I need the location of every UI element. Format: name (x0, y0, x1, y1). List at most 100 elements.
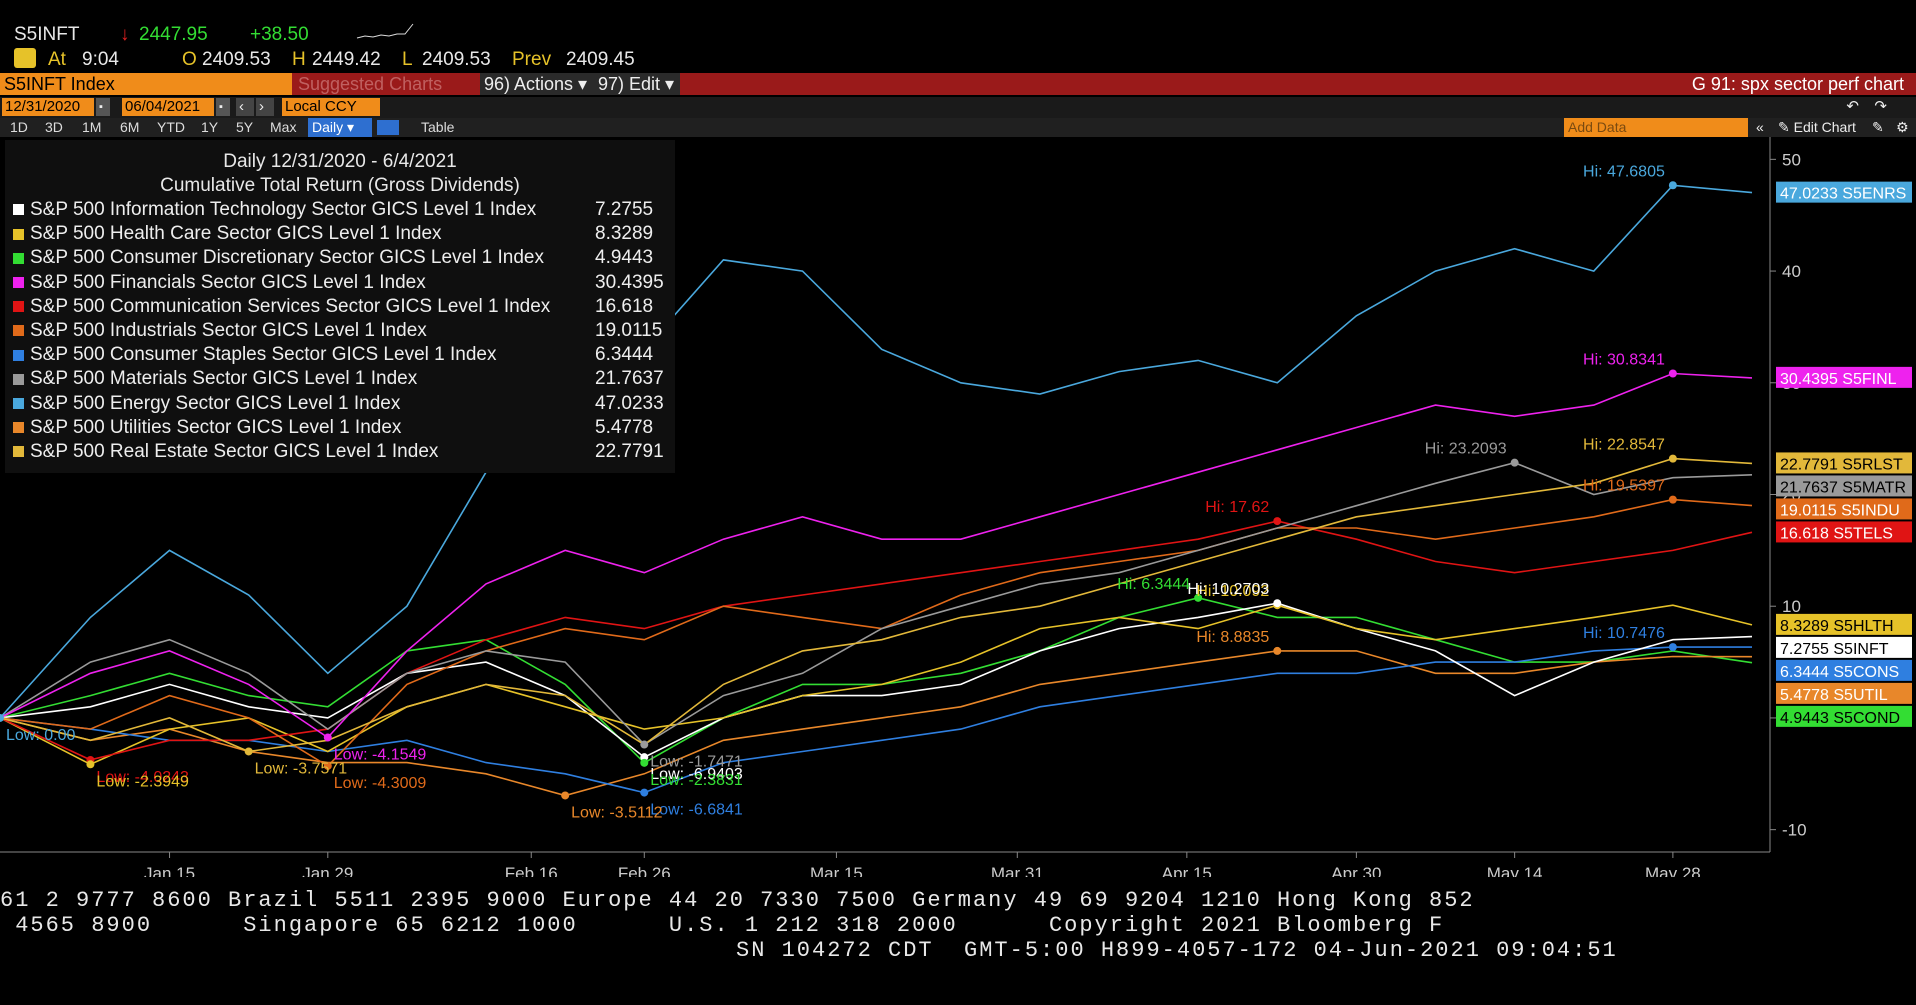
value-tag (1776, 366, 1912, 388)
hi-marker (1668, 181, 1677, 190)
hi-label: Hi: 10.2703 (1187, 581, 1269, 598)
price-change: +38.50 (250, 24, 309, 45)
pencil-icon[interactable]: ✎ (1872, 119, 1884, 135)
period-1d[interactable]: 1D (10, 119, 28, 135)
calendar-icon[interactable]: ▪ (96, 98, 110, 116)
actions-menu[interactable]: 96) Actions ▾ (480, 73, 594, 95)
value-tag (1776, 659, 1912, 681)
edit-menu[interactable]: 97) Edit ▾ (594, 73, 680, 95)
legend-item[interactable]: S&P 500 Consumer Discretionary Sector GI… (13, 246, 653, 270)
hi-marker (1273, 599, 1282, 608)
legend-swatch (13, 228, 24, 240)
value-tag-label: 5.4778 S5UTIL (1780, 687, 1888, 704)
hi-marker (1668, 369, 1677, 378)
clock-icon[interactable] (14, 48, 36, 68)
frequency-select[interactable]: Daily ▾ (308, 118, 372, 137)
hi-label: Hi: 23.2093 (1425, 441, 1507, 458)
gear-icon[interactable]: ⚙ (1896, 119, 1909, 135)
calendar-icon[interactable]: ▪ (216, 98, 230, 116)
legend-item-value: 21.7637 (595, 368, 664, 390)
next-arrow-icon[interactable]: › (256, 98, 274, 116)
quote-header: S5INFT ↓ 2447.95 +38.50 At 9:04 O 2409.5… (0, 18, 700, 73)
legend-swatch (13, 204, 24, 216)
legend-item[interactable]: S&P 500 Financials Sector GICS Level 1 I… (13, 271, 664, 295)
footer-session-line: SN 104272 CDT GMT-5:00 H899-4057-172 04-… (736, 938, 1618, 963)
series-line (0, 604, 1753, 766)
legend-item-name: S&P 500 Financials Sector GICS Level 1 I… (30, 271, 426, 293)
low-label: Low: -6.9403 (650, 766, 743, 783)
prev-arrow-icon[interactable]: ‹ (236, 98, 254, 116)
edit-chart-button[interactable]: ✎ Edit Chart (1778, 119, 1856, 135)
low-label: Low: -3.5112 (571, 804, 662, 821)
legend-item[interactable]: S&P 500 Real Estate Sector GICS Level 1 … (13, 440, 664, 464)
currency-select[interactable]: Local CCY (282, 98, 380, 116)
legend-item-name: S&P 500 Consumer Discretionary Sector GI… (30, 247, 544, 269)
value-tag (1776, 636, 1912, 658)
legend-item-value: 30.4395 (595, 271, 664, 293)
table-button[interactable]: Table (421, 119, 455, 135)
hi-label: Hi: 10.092 (1196, 583, 1269, 600)
low-marker (323, 733, 332, 742)
period-ytd[interactable]: YTD (157, 119, 185, 135)
undo-icon[interactable]: ↶ (1846, 98, 1859, 115)
low-marker (640, 740, 649, 749)
low-label: Low: -2.3831 (650, 772, 743, 789)
legend-item-value: 7.2755 (595, 199, 654, 220)
legend-item[interactable]: S&P 500 Communication Services Sector GI… (13, 295, 653, 319)
series-line (0, 602, 1753, 759)
footer-contact-line-1: 61 2 9777 8600 Brazil 5511 2395 9000 Eur… (0, 888, 1475, 913)
legend-item-name: S&P 500 Real Estate Sector GICS Level 1 … (30, 441, 439, 462)
period-1y[interactable]: 1Y (201, 119, 219, 135)
x-tick-label: Apr 30 (1331, 864, 1381, 877)
y-tick-label: -10 (1782, 821, 1807, 840)
legend-item[interactable]: S&P 500 Materials Sector GICS Level 1 In… (13, 367, 664, 391)
legend-swatch (13, 446, 24, 458)
period-max[interactable]: Max (270, 119, 297, 135)
end-date-field[interactable]: 06/04/2021 (122, 98, 214, 116)
period-5y[interactable]: 5Y (236, 119, 254, 135)
legend-item[interactable]: S&P 500 Utilities Sector GICS Level 1 In… (13, 416, 653, 440)
period-3d[interactable]: 3D (45, 119, 63, 135)
value-tag-label: 22.7791 S5RLST (1780, 456, 1903, 473)
series-line (0, 461, 1753, 746)
legend-item[interactable]: S&P 500 Energy Sector GICS Level 1 Index… (13, 392, 664, 416)
redo-icon[interactable]: ↷ (1874, 98, 1887, 115)
legend-swatch (13, 277, 24, 289)
legend-item[interactable]: S&P 500 Industrials Sector GICS Level 1 … (13, 319, 662, 343)
add-data-input[interactable]: Add Data (1564, 118, 1748, 137)
x-tick-label: Feb 16 (505, 864, 558, 877)
period-1m[interactable]: 1M (82, 119, 102, 135)
x-tick-label: Mar 15 (810, 864, 863, 877)
date-range-bar: 12/31/2020 ▪ 06/04/2021 ▪ ‹ › Local CCY … (0, 97, 1916, 118)
series-line (0, 184, 1753, 719)
low-label: Low: -6.6841 (650, 802, 743, 819)
hi-label: Hi: 47.6805 (1583, 163, 1665, 180)
legend-item[interactable]: S&P 500 Information Technology Sector GI… (13, 198, 653, 222)
collapse-icon[interactable]: « (1756, 119, 1764, 135)
prev-label: Prev (512, 49, 552, 70)
value-tag (1776, 682, 1912, 704)
hi-label: Hi: 6.3444 (1117, 576, 1190, 593)
security-field[interactable]: S5INFT Index (0, 73, 292, 95)
x-tick-label: Apr 15 (1162, 864, 1212, 877)
suggested-charts-button[interactable]: Suggested Charts (298, 74, 443, 94)
last-price: 2447.95 (139, 24, 208, 45)
legend-item[interactable]: S&P 500 Consumer Staples Sector GICS Lev… (13, 343, 653, 367)
legend-swatch (13, 398, 24, 410)
hi-label: Hi: 17.62 (1205, 499, 1269, 516)
low-label: Low: -4.0243 (96, 769, 189, 786)
legend-item[interactable]: S&P 500 Health Care Sector GICS Level 1 … (13, 222, 653, 246)
x-tick-label: Jan 15 (144, 864, 195, 877)
low-marker (86, 760, 95, 769)
hi-marker (1668, 495, 1677, 504)
start-date-field[interactable]: 12/31/2020 (2, 98, 94, 116)
low-marker (640, 788, 649, 797)
open-label: O (182, 49, 197, 70)
high-value: 2449.42 (312, 49, 381, 70)
line-chart-icon[interactable] (377, 120, 399, 135)
legend-item-name: S&P 500 Energy Sector GICS Level 1 Index (30, 392, 401, 414)
value-tag (1776, 613, 1912, 635)
legend-swatch (13, 373, 24, 385)
period-6m[interactable]: 6M (120, 119, 140, 135)
